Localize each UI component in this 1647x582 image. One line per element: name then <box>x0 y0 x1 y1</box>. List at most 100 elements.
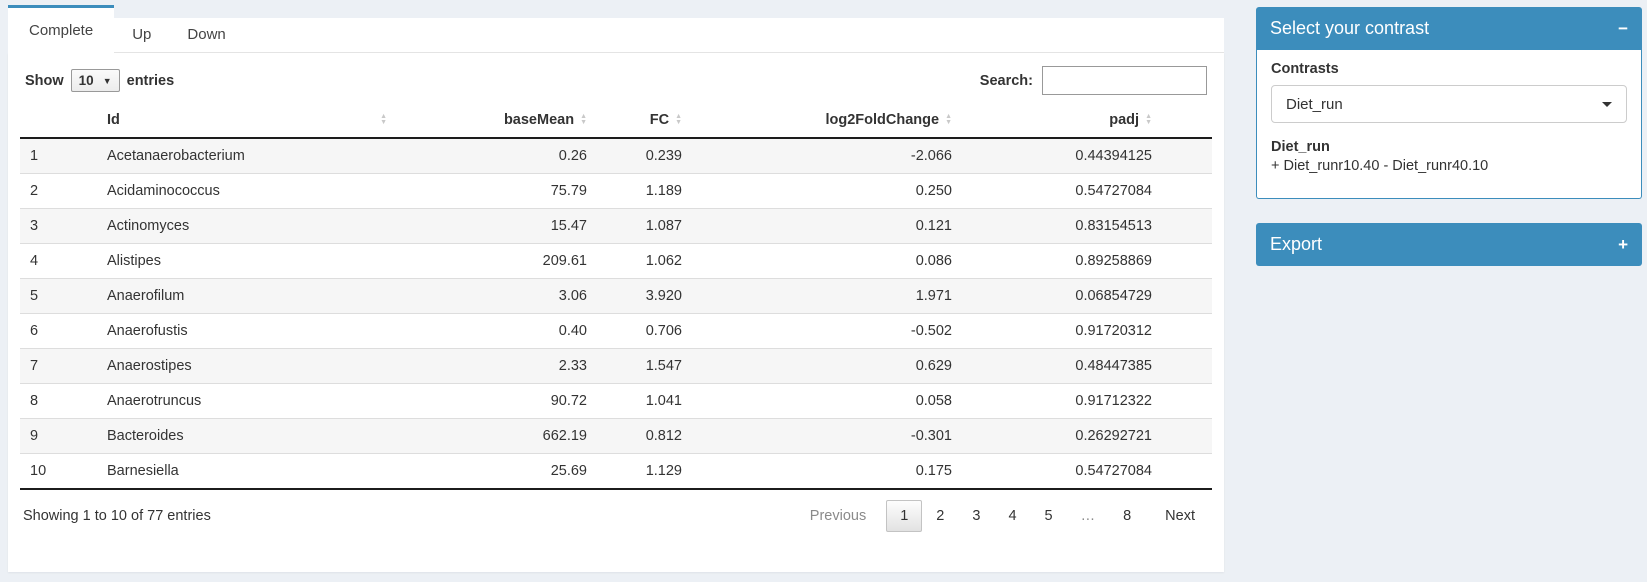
column-header-padj[interactable]: padj ▲ ▼ <box>962 104 1212 139</box>
table-row[interactable]: 2 Acidaminococcus 75.79 1.189 0.250 0.5472708… <box>20 173 1212 209</box>
tab-down[interactable]: Down <box>187 26 226 43</box>
sort-icon: ▲ ▼ <box>380 113 387 126</box>
table-row[interactable]: 1 Acetanaerobacterium 0.26 0.239 -2.066 0.443… <box>20 138 1212 174</box>
table-cell: Acetanaerobacterium <box>107 148 245 164</box>
table-row[interactable]: 10 Barnesiella 25.69 1.129 0.175 0.54727084 <box>20 453 1212 489</box>
table-cell: 1.547 <box>597 348 692 384</box>
table-cell: 1.189 <box>597 173 692 209</box>
page-length-value: 10 <box>78 73 94 88</box>
contrast-select-value: Diet_run <box>1286 95 1343 113</box>
table-cell: Alistipes <box>97 243 397 279</box>
contrast-box-header[interactable]: Select your contrast − <box>1256 7 1642 50</box>
expand-plus-icon[interactable]: + <box>1618 235 1628 254</box>
column-header-id[interactable]: Id ▲ ▼ <box>97 104 397 139</box>
entries-label: entries <box>126 72 175 89</box>
table-cell: 4 <box>20 243 97 279</box>
table-cell: 0.121 <box>692 208 962 244</box>
contrast-select[interactable]: Diet_run <box>1271 85 1627 123</box>
table-cell: Anaerotruncus <box>97 383 397 419</box>
page-button-2[interactable]: 2 <box>936 508 945 524</box>
table-cell: 0.629 <box>692 348 962 384</box>
table-cell: 1.062 <box>597 243 692 279</box>
column-header-rownum[interactable] <box>20 104 97 139</box>
table-cell: Anaerostipes <box>97 348 397 384</box>
contrast-box: Select your contrast − Contrasts Diet_ru… <box>1256 7 1642 199</box>
table-cell: -0.502 <box>692 313 962 349</box>
table-info: Showing 1 to 10 of 77 entries <box>23 508 211 524</box>
select-caret-icon: ▼ <box>102 75 112 86</box>
sort-icon: ▲ ▼ <box>1145 113 1152 126</box>
table-cell: 1.087 <box>597 208 692 244</box>
contrasts-label: Contrasts <box>1271 61 1339 77</box>
page-length-control: Show 10 ▼ entries <box>25 69 174 92</box>
table-footer: Showing 1 to 10 of 77 entries Previous 1… <box>20 490 1212 532</box>
table-body: 1 Acetanaerobacterium 0.26 0.239 -2.066 0.443… <box>20 138 1212 489</box>
table-cell: 7 <box>20 348 97 384</box>
next-page-button[interactable]: Next <box>1165 508 1195 524</box>
table-controls: Show 10 ▼ entries Search: <box>20 63 1212 104</box>
table-cell: 0.086 <box>692 243 962 279</box>
table-cell: 1.041 <box>597 383 692 419</box>
table-row[interactable]: 9 Bacteroides 662.19 0.812 -0.301 0.26292721 <box>20 418 1212 454</box>
table-row[interactable]: 8 Anaerotruncus 90.72 1.041 0.058 0.91712322 <box>20 383 1212 419</box>
page-button-5[interactable]: 5 <box>1044 508 1053 524</box>
sort-icon: ▲ ▼ <box>580 113 587 126</box>
table-cell: Anaerofustis <box>97 313 397 349</box>
results-table: Id ▲ ▼ baseMean ▲ ▼ FC ▲ ▼ <box>20 104 1212 490</box>
select-caret-icon <box>1602 101 1612 112</box>
table-cell: 209.61 <box>397 243 597 279</box>
tab-complete[interactable]: Complete <box>8 5 115 53</box>
table-row[interactable]: 3 Actinomyces 15.47 1.087 0.121 0.83154513 <box>20 208 1212 244</box>
column-header-log2foldchange[interactable]: log2FoldChange ▲ ▼ <box>692 104 962 139</box>
search-label: Search: <box>979 72 1033 89</box>
table-cell: 0.54727084 <box>962 173 1212 209</box>
column-header-basemean[interactable]: baseMean ▲ ▼ <box>397 104 597 139</box>
table-cell: 90.72 <box>397 383 597 419</box>
page-button-1[interactable]: 1 <box>886 500 923 532</box>
page-button-4[interactable]: 4 <box>1008 508 1017 524</box>
table-cell: 6 <box>20 313 97 349</box>
table-cell: 15.47 <box>397 208 597 244</box>
contrast-formula: + Diet_runr10.40 - Diet_runr40.10 <box>1271 158 1489 174</box>
table-cell: 75.79 <box>397 173 597 209</box>
collapse-minus-icon[interactable]: − <box>1618 19 1628 38</box>
page-button-3[interactable]: 3 <box>972 508 981 524</box>
sort-icon: ▲ ▼ <box>675 113 682 126</box>
table-cell: 2 <box>20 173 97 209</box>
table-cell: 0.26 <box>558 148 587 164</box>
table-cell: -2.066 <box>910 148 952 164</box>
table-cell: 0.250 <box>692 173 962 209</box>
table-cell: 8 <box>20 383 97 419</box>
page-number-buttons: 1 2 3 4 5 … 8 <box>886 500 1145 532</box>
page-length-select[interactable]: 10 ▼ <box>70 69 120 92</box>
table-cell: 0.175 <box>692 453 962 489</box>
table-row[interactable]: 5 Anaerofilum 3.06 3.920 1.971 0.06854729 <box>20 278 1212 314</box>
page-button-8[interactable]: 8 <box>1123 508 1132 524</box>
table-cell: 3.920 <box>597 278 692 314</box>
contrast-box-body: Contrasts Diet_run Diet_run + Diet_runr1… <box>1256 50 1642 199</box>
tab-panel-complete: Show 10 ▼ entries Search: <box>8 53 1224 572</box>
contrast-name: Diet_run <box>1271 139 1330 155</box>
table-header: Id ▲ ▼ baseMean ▲ ▼ FC ▲ ▼ <box>20 104 1212 139</box>
tab-up[interactable]: Up <box>132 26 152 43</box>
table-cell: 0.40 <box>397 313 597 349</box>
table-row[interactable]: 7 Anaerostipes 2.33 1.547 0.629 0.48447385 <box>20 348 1212 384</box>
previous-page-button[interactable]: Previous <box>809 508 867 524</box>
table-cell: 0.058 <box>692 383 962 419</box>
table-row[interactable]: 6 Anaerofustis 0.40 0.706 -0.502 0.91720312 <box>20 313 1212 349</box>
table-cell: 3.06 <box>397 278 597 314</box>
table-cell: 0.91720312 <box>962 313 1212 349</box>
pagination: Previous 1 2 3 4 5 … 8 Next <box>796 500 1209 532</box>
table-cell: Bacteroides <box>97 418 397 454</box>
table-cell: 0.83154513 <box>962 208 1212 244</box>
column-header-fc[interactable]: FC ▲ ▼ <box>597 104 692 139</box>
export-box-title: Export <box>1270 234 1323 254</box>
search-input[interactable] <box>1042 66 1207 95</box>
table-cell: 0.239 <box>645 148 682 164</box>
table-cell: 1 <box>30 148 39 164</box>
table-cell: 1.971 <box>692 278 962 314</box>
table-cell: 3 <box>20 208 97 244</box>
export-box-header[interactable]: Export + <box>1256 223 1642 266</box>
table-row[interactable]: 4 Alistipes 209.61 1.062 0.086 0.89258869 <box>20 243 1212 279</box>
